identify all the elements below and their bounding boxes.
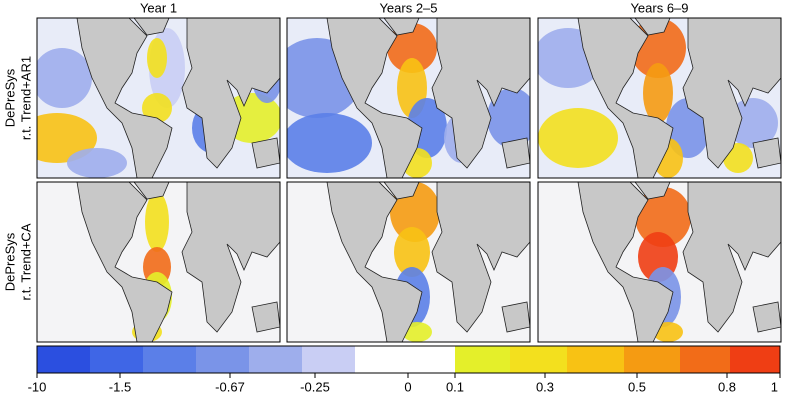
colorbar-segment (567, 346, 624, 373)
anomaly-region (147, 38, 167, 78)
panel-frame (36, 181, 281, 343)
colorbar: -10 -1.5 -0.67 -0.25 0 0.1 0.3 0.5 0.8 1 (28, 345, 781, 394)
colorbar-label: 0.3 (536, 379, 554, 394)
column-title: Years 2–5 (379, 0, 437, 15)
anomaly-region (643, 63, 673, 123)
map-panel (37, 182, 280, 342)
map-panel (287, 18, 530, 178)
panel-frame (286, 181, 531, 343)
colorbar-segment (37, 346, 90, 373)
colorbar-label: 0.8 (718, 379, 736, 394)
anomaly-region (635, 187, 691, 247)
colorbar-segment (680, 346, 730, 373)
anomaly-region (142, 93, 172, 123)
colorbar-label: -10 (28, 379, 47, 394)
colorbar-segment (408, 346, 455, 373)
map-panel (538, 18, 781, 178)
anomaly-region (37, 48, 92, 108)
colorbar-segment (510, 346, 567, 373)
anomaly-region (67, 148, 127, 178)
colorbar-segment (196, 346, 249, 373)
row-label: DePreSys (2, 68, 17, 127)
panel-frame (286, 17, 531, 179)
colorbar-segment (143, 346, 196, 373)
colorbar-label: 0 (404, 379, 411, 394)
column-title: Year 1 (140, 0, 177, 15)
map-panel (538, 182, 781, 342)
panel-frame (537, 181, 782, 343)
colorbar-segment (624, 346, 680, 373)
colorbar-label: -1.5 (109, 379, 131, 394)
anomaly-region (287, 113, 372, 173)
anomaly-region (538, 108, 618, 168)
row-label: r.t. Trend+CA (18, 223, 33, 300)
colorbar-label: -0.25 (300, 379, 330, 394)
colorbar-label: 1 (771, 379, 778, 394)
map-panel (37, 18, 280, 178)
colorbar-segment (90, 346, 143, 373)
colorbar-label: 0.5 (628, 379, 646, 394)
colorbar-segment (730, 346, 780, 373)
row-label: r.t. Trend+AR1 (18, 56, 33, 140)
anomaly-region (728, 98, 778, 148)
colorbar-segment (455, 346, 510, 373)
column-title: Years 6–9 (630, 0, 688, 15)
map-panel (287, 182, 530, 342)
panel-frame (537, 17, 782, 179)
colorbar-segment (355, 346, 408, 373)
colorbar-label: -0.67 (215, 379, 245, 394)
anomaly-region (145, 192, 169, 252)
panel-frame (36, 17, 281, 179)
colorbar-label: 0.1 (446, 379, 464, 394)
colorbar-segment (302, 346, 355, 373)
anomaly-region (387, 23, 437, 73)
anomaly-region (394, 227, 430, 277)
colorbar-segment (249, 346, 302, 373)
row-label: DePreSys (2, 232, 17, 291)
anomaly-region (487, 88, 530, 148)
